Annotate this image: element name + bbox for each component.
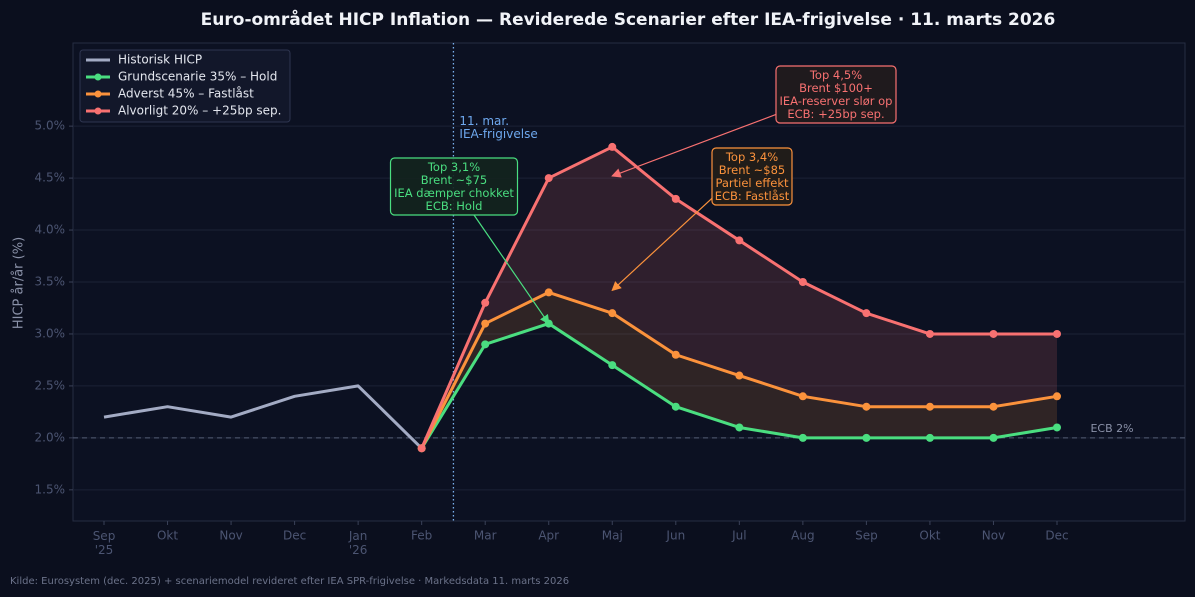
x-tick-label: Okt <box>157 529 178 543</box>
x-tick-label: Aug <box>791 529 814 543</box>
series-marker <box>798 392 807 401</box>
legend-marker <box>94 90 102 98</box>
x-tick-label: Nov <box>982 529 1005 543</box>
series-marker <box>481 319 490 328</box>
band-area <box>421 292 1058 449</box>
event-label: 11. mar. IEA-frigivelse <box>459 114 537 141</box>
series-marker <box>989 433 998 442</box>
annotation-tint <box>776 66 896 123</box>
x-tick-label: Nov <box>219 529 242 543</box>
annotation-arrow <box>611 196 715 292</box>
x-tick-label: Okt <box>919 529 940 543</box>
series-marker <box>925 402 934 411</box>
x-tick-label: Apr <box>538 529 559 543</box>
legend-label: Adverst 45% – Fastlåst <box>118 87 254 101</box>
series-marker <box>1053 392 1061 401</box>
series-marker <box>862 402 871 411</box>
series-marker <box>1053 329 1061 338</box>
series-marker <box>608 309 617 318</box>
annotation-arrow <box>473 214 550 325</box>
series-marker <box>735 236 744 245</box>
series-marker <box>798 278 807 286</box>
x-tick-label: Mar <box>474 529 497 543</box>
series-marker <box>671 350 680 359</box>
source: Kilde: Eurosystem (dec. 2025) + scenarie… <box>10 576 569 587</box>
series-marker <box>735 371 744 380</box>
y-tick-label: 3.5% <box>35 275 66 289</box>
x-tick-label: Sep <box>855 529 878 543</box>
series-marker <box>925 433 934 442</box>
x-tick-label: Dec <box>283 529 306 543</box>
series-marker <box>862 309 871 318</box>
chart-title: Euro-området HICP Inflation — Reviderede… <box>201 8 1056 30</box>
series-marker <box>989 329 998 338</box>
series-marker <box>862 433 871 442</box>
legend-box <box>79 49 291 123</box>
annotation-arrow <box>611 113 777 178</box>
annotation-box <box>389 157 519 216</box>
legend-label: Alvorligt 20% – +25bp sep. <box>118 104 281 118</box>
legend-marker <box>94 73 102 81</box>
y-axis-label: HICP år/år (%) <box>12 237 27 329</box>
series-marker <box>1053 423 1061 432</box>
series-marker <box>481 340 490 349</box>
series-marker <box>925 329 934 338</box>
y-tick-label: 5.0% <box>35 119 66 133</box>
series-line <box>103 384 423 450</box>
y-tick-label: 3.0% <box>35 326 66 340</box>
annotation-text: Top 3,1% Brent ~$75 IEA dæmper chokket ECB:… <box>394 160 514 213</box>
annotation-box <box>711 147 793 206</box>
series-marker <box>417 444 426 453</box>
y-tick-label: 2.0% <box>35 430 66 444</box>
legend-label: Historisk HICP <box>118 53 202 67</box>
annotation-box <box>775 65 897 124</box>
series-marker <box>608 142 617 151</box>
annotation-text: Top 3,4% Brent ~$85 Partiel effekt ECB: Fas… <box>715 150 790 203</box>
series-marker <box>671 194 680 203</box>
y-tick-label: 1.5% <box>35 482 66 496</box>
series-marker <box>544 174 553 183</box>
legend-label: Grundscenarie 35% – Hold <box>118 70 277 84</box>
legend-marker <box>94 107 102 115</box>
series-marker <box>798 433 807 442</box>
series-marker <box>481 298 490 307</box>
x-tick-label: Sep '25 <box>93 529 116 557</box>
band-area <box>421 146 1058 449</box>
x-tick-label: Dec <box>1045 529 1068 543</box>
series-marker <box>989 402 998 411</box>
reference-label: ECB 2% <box>1090 422 1133 435</box>
series-marker <box>735 423 744 432</box>
series-marker <box>608 361 617 370</box>
x-tick-label: Jun <box>665 529 685 543</box>
y-tick-label: 4.0% <box>35 223 66 237</box>
annotation-tint <box>390 158 518 215</box>
annotation-text: Top 4,5% Brent $100+ IEA-reserver slør op E… <box>780 68 893 121</box>
y-tick-label: 2.5% <box>35 378 66 392</box>
x-tick-label: Jul <box>731 529 746 543</box>
x-tick-label: Jan '26 <box>348 529 368 557</box>
series-marker <box>671 402 680 411</box>
x-tick-label: Maj <box>602 529 623 543</box>
y-tick-label: 4.5% <box>35 171 66 185</box>
x-tick-label: Feb <box>411 529 432 543</box>
series-marker <box>544 288 553 297</box>
annotation-tint <box>712 148 792 205</box>
